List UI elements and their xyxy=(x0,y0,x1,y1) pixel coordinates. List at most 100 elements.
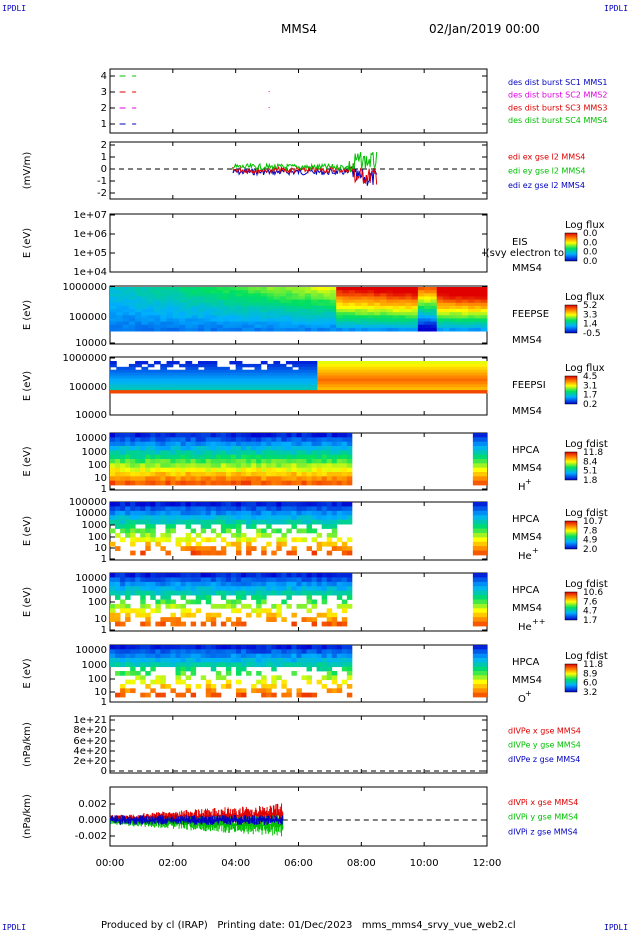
feepse-cell-13-2 xyxy=(191,293,199,297)
feepse-cell-54-8 xyxy=(449,312,457,316)
hpca-p9-cell-23-6 xyxy=(225,671,232,676)
hpca-p8-cell-29-5 xyxy=(256,595,262,600)
hpca-p8-cell-43-0 xyxy=(326,573,333,578)
hpca-p6-cell-24-6 xyxy=(230,459,237,464)
feepse-cell-36-9 xyxy=(336,315,343,319)
hpca-p6-cell-0-9 xyxy=(110,472,116,477)
hpca-p9-cell-25-4 xyxy=(235,662,242,668)
feepse-cell-50-0 xyxy=(424,287,431,291)
hpca-p7-end-6 xyxy=(472,528,487,534)
feepsi-cell-33-1 xyxy=(317,363,325,368)
hpca-p7-cell-22-11 xyxy=(220,550,227,556)
feepse-cell-7-9 xyxy=(153,315,161,319)
feepse-cell-6-10 xyxy=(147,318,155,323)
feepse-cell-34-4 xyxy=(323,299,331,304)
feepse-cell-37-1 xyxy=(342,290,350,294)
hpca-p6-cell-13-11 xyxy=(175,480,181,486)
feepsi-cell-39-5 xyxy=(355,375,362,379)
hpca-p9-cell-20-1 xyxy=(210,649,217,655)
hpca-p6-cell-28-8 xyxy=(251,467,257,473)
hpca-p6-cell-16-9 xyxy=(190,472,197,477)
feepse-cell-31-13 xyxy=(304,327,312,332)
legend-p11-0: dIVPi x gse MMS4 xyxy=(508,798,578,807)
hpca-p8-cell-25-0 xyxy=(235,573,242,578)
feepsi-cell-10-9 xyxy=(172,387,180,391)
hpca-p6-cell-5-3 xyxy=(135,446,141,451)
hpca-p9-cell-20-2 xyxy=(210,653,217,659)
hpca-p8-cell-28-0 xyxy=(251,573,257,578)
hpca-p8-cell-36-3 xyxy=(291,586,297,592)
feepse-cell-9-2 xyxy=(166,293,174,297)
feepse-cell-17-6 xyxy=(216,305,224,310)
feepse-cell-52-3 xyxy=(436,296,444,301)
feepse-cell-59-1 xyxy=(480,290,488,294)
hpca-p9-cell-25-11 xyxy=(235,692,242,698)
hpca-p8-cell-36-4 xyxy=(291,590,297,596)
hpca-p8-cell-44-1 xyxy=(331,577,338,583)
feepse-cell-5-4 xyxy=(141,299,149,304)
feepse-cell-8-13 xyxy=(160,327,168,332)
feepse-cell-6-2 xyxy=(147,293,155,297)
feepse-cell-37-4 xyxy=(342,299,350,304)
hpca-p8-cell-15-2 xyxy=(185,581,192,587)
hpca-p9-cell-45-1 xyxy=(336,649,343,655)
feepse-cell-8-4 xyxy=(160,299,168,304)
feepse-cell-51-7 xyxy=(430,309,438,313)
hpca-p6-cell-22-11 xyxy=(220,480,227,486)
ytick-label-p5-0: 1000000 xyxy=(62,353,107,364)
feepsi-cell-30-6 xyxy=(298,378,306,382)
hpca-p9-cell-13-4 xyxy=(175,662,181,668)
hpca-p8-cell-1-5 xyxy=(115,595,121,600)
hpca-p8-cell-46-8 xyxy=(341,608,348,614)
feepsi-cell-18-3 xyxy=(223,369,230,374)
hpca-p6-cell-45-6 xyxy=(336,459,343,464)
hpca-p6-cell-28-6 xyxy=(251,459,257,464)
feepse-cell-41-9 xyxy=(367,315,375,319)
feepsi-cell-7-10 xyxy=(153,390,161,394)
hpca-p6-cell-40-5 xyxy=(311,454,318,460)
colorbar-tick-p6-0: 11.8 xyxy=(583,448,603,458)
feepsi-cell-21-3 xyxy=(241,369,249,374)
feepse-cell-39-11 xyxy=(355,321,362,326)
hpca-p8-cell-10-6 xyxy=(160,599,166,605)
hpca-p6-cell-39-9 xyxy=(306,472,312,477)
hpca-p8-cell-41-3 xyxy=(316,586,323,592)
hpca-p7-cell-12-5 xyxy=(170,524,176,529)
colorbar-tick-p9-1: 8.9 xyxy=(583,669,598,679)
feepse-cell-17-2 xyxy=(216,293,224,297)
hpca-p9-cell-38-4 xyxy=(301,662,307,668)
feepsi-cell-24-8 xyxy=(260,384,268,388)
hpca-p6-cell-18-8 xyxy=(200,467,207,473)
hpca-p6-cell-25-7 xyxy=(235,463,242,469)
feepse-cell-12-3 xyxy=(185,296,193,301)
feepse-cell-22-2 xyxy=(248,293,256,297)
hpca-p6-cell-24-1 xyxy=(230,437,237,443)
hpca-p6-cell-4-5 xyxy=(130,454,136,460)
feepse-cell-11-6 xyxy=(179,305,186,310)
feepse-cell-0-0 xyxy=(110,287,117,291)
hpca-p6-cell-17-8 xyxy=(195,467,202,473)
hpca-p9-cell-44-7 xyxy=(331,675,338,681)
hpca-p9-cell-19-10 xyxy=(205,688,212,694)
sc-label-p7: MMS4 xyxy=(512,532,542,543)
hpca-p8-cell-25-8 xyxy=(235,608,242,614)
hpca-p7-cell-41-10 xyxy=(316,546,323,551)
feepsi-cell-54-1 xyxy=(449,363,457,368)
charge-p9: + xyxy=(525,689,532,698)
hpca-p7-cell-36-2 xyxy=(291,510,297,516)
feepse-cell-19-7 xyxy=(229,309,237,313)
hpca-p9-cell-39-3 xyxy=(306,658,312,663)
hpca-p9-cell-14-3 xyxy=(180,658,186,663)
feepse-cell-51-4 xyxy=(430,299,438,304)
hpca-p6-cell-34-2 xyxy=(281,441,287,447)
hpca-p8-cell-15-9 xyxy=(185,612,192,618)
feepse-cell-41-3 xyxy=(367,296,375,301)
feepse-cell-3-9 xyxy=(128,315,136,319)
feepse-cell-58-4 xyxy=(474,299,482,304)
feepsi-cell-47-0 xyxy=(405,361,413,365)
hpca-p7-cell-47-10 xyxy=(346,546,353,551)
hpca-p8-cell-12-9 xyxy=(170,612,176,618)
hpca-p6-cell-8-10 xyxy=(150,476,156,482)
hpca-p9-cell-40-2 xyxy=(311,653,318,659)
hpca-p6-cell-5-5 xyxy=(135,454,141,460)
